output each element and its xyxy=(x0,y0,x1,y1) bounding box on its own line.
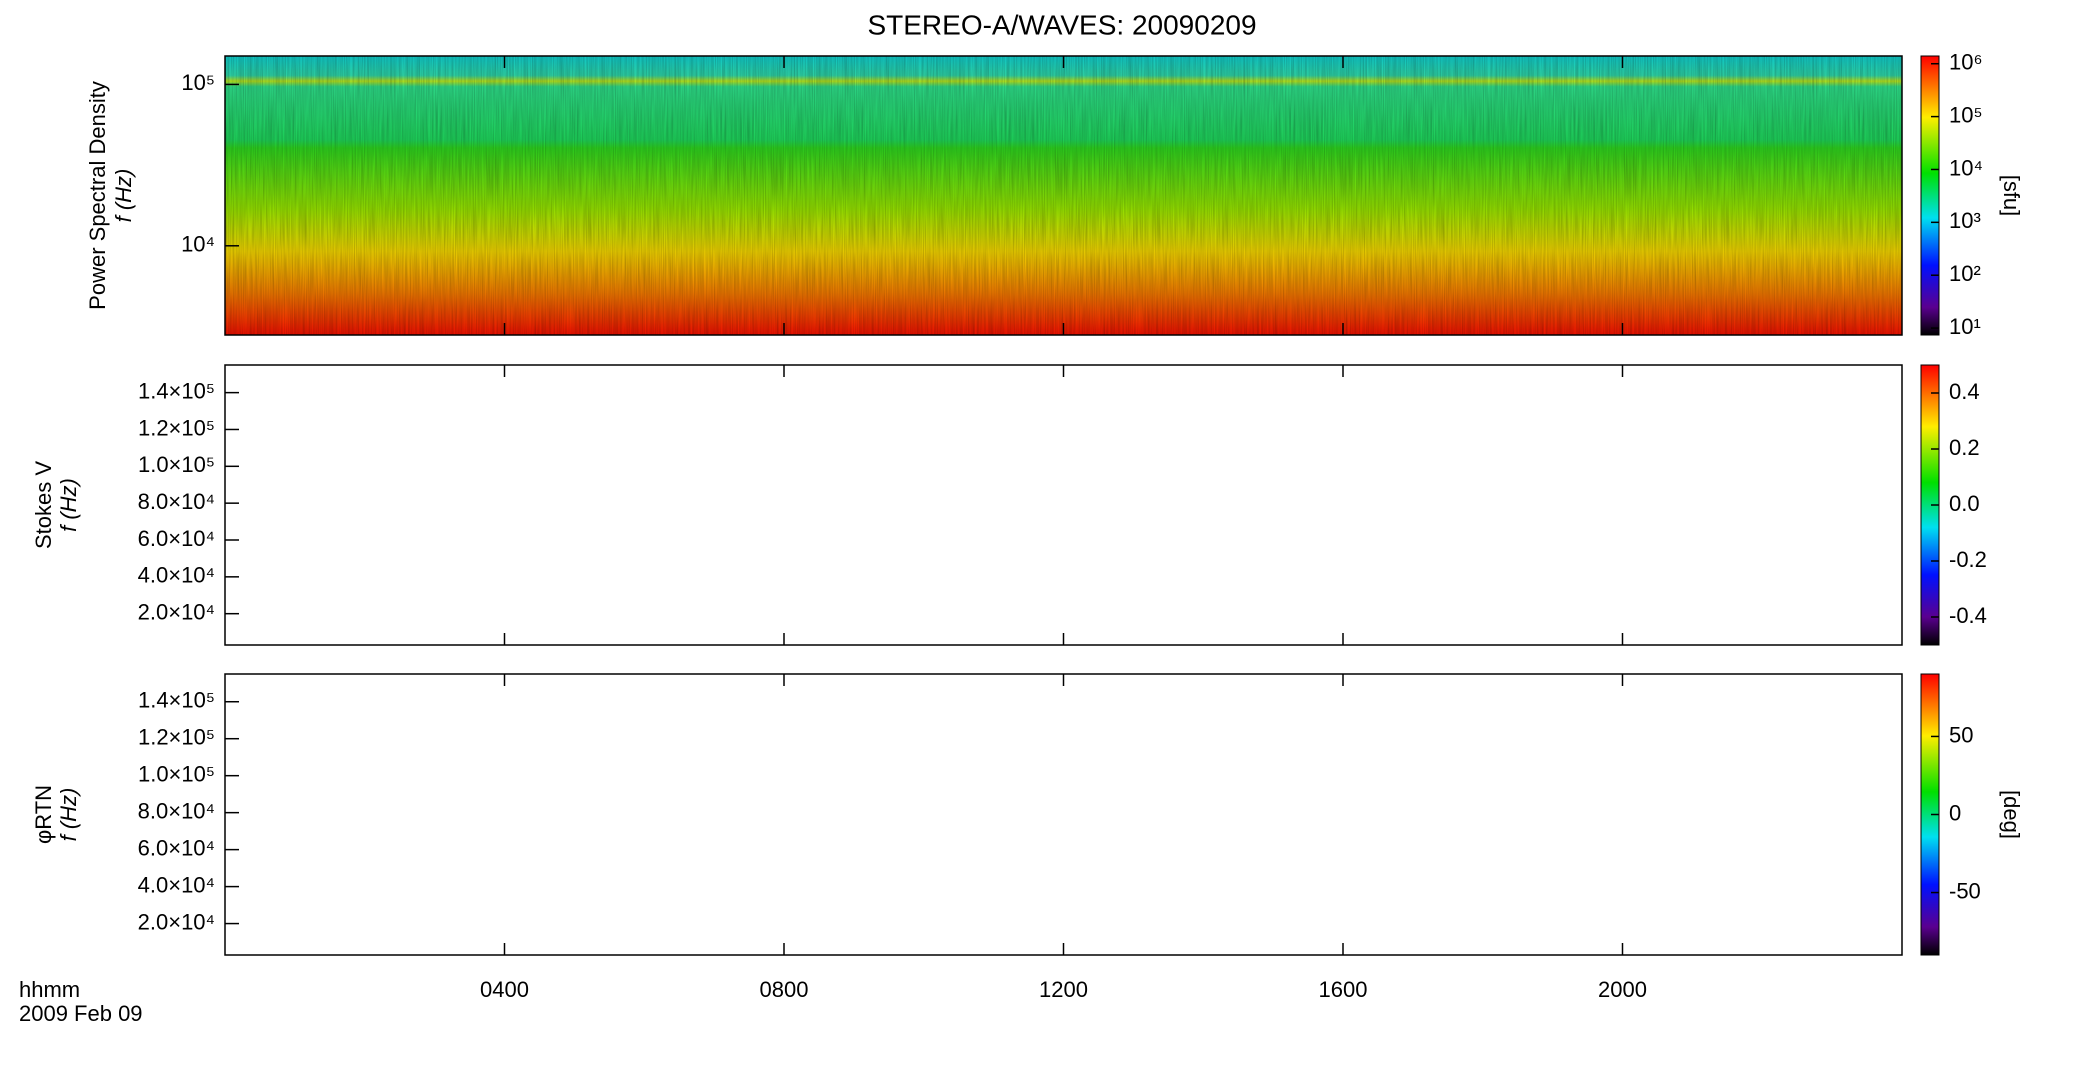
x-tick-label: 1200 xyxy=(1039,977,1088,1002)
colorbar-label: [deg] xyxy=(1999,790,2024,839)
date-label: 2009 Feb 09 xyxy=(19,1001,143,1026)
x-tick-label: 2000 xyxy=(1598,977,1647,1002)
y-tick-label: 10⁴ xyxy=(181,232,215,257)
plot-frame xyxy=(224,364,1903,646)
y-axis-label: Stokes V xyxy=(31,461,56,549)
y-tick-label: 1.2×10⁵ xyxy=(138,415,215,440)
colorbar-tick-label: 10³ xyxy=(1949,208,1981,233)
y-tick-label: 4.0×10⁴ xyxy=(138,563,215,588)
y-axis-unit: f (Hz) xyxy=(56,478,81,532)
colorbar-tick-label: 0.4 xyxy=(1949,379,1980,404)
colorbar-tick-label: -50 xyxy=(1949,878,1981,903)
x-tick-label: 0800 xyxy=(760,977,809,1002)
y-tick-label: 1.2×10⁵ xyxy=(138,725,215,750)
colorbar-tick-label: -0.4 xyxy=(1949,603,1987,628)
colorbar-tick-label: 0 xyxy=(1949,800,1961,825)
colorbar-tick-label: -0.2 xyxy=(1949,547,1987,572)
x-tick-label: 1600 xyxy=(1319,977,1368,1002)
chart-title: STEREO-A/WAVES: 20090209 xyxy=(867,9,1256,40)
colorbar-tick-label: 50 xyxy=(1949,722,1973,747)
y-tick-label: 6.0×10⁴ xyxy=(138,526,215,551)
colorbar-tick-label: 10⁶ xyxy=(1949,50,1983,75)
y-axis-unit: f (Hz) xyxy=(111,169,136,223)
plot-frame xyxy=(224,673,1903,956)
y-tick-label: 2.0×10⁴ xyxy=(138,909,215,934)
y-tick-label: 1.4×10⁵ xyxy=(138,688,215,713)
colorbar-tick-label: 0.2 xyxy=(1949,435,1980,460)
y-axis-label: Power Spectral Density xyxy=(85,81,110,310)
y-tick-label: 8.0×10⁴ xyxy=(138,489,215,514)
y-tick-label: 8.0×10⁴ xyxy=(138,798,215,823)
colorbar-label: [sfu] xyxy=(1999,175,2024,217)
y-tick-label: 10⁵ xyxy=(181,70,215,95)
y-tick-label: 2.0×10⁴ xyxy=(138,599,215,624)
y-tick-label: 4.0×10⁴ xyxy=(138,872,215,897)
x-tick-label: 0400 xyxy=(480,977,529,1002)
colorbar-tick-label: 10¹ xyxy=(1949,314,1981,339)
y-axis-label: φRTN xyxy=(31,785,56,844)
y-tick-label: 6.0×10⁴ xyxy=(138,835,215,860)
colorbar-tick-label: 10⁴ xyxy=(1949,155,1983,180)
y-tick-label: 1.0×10⁵ xyxy=(138,452,215,477)
y-tick-label: 1.0×10⁵ xyxy=(138,761,215,786)
colorbar-tick-label: 10⁵ xyxy=(1949,102,1983,127)
colorbar xyxy=(1920,55,1940,336)
y-axis-unit: f (Hz) xyxy=(56,788,81,842)
spectrogram-texture xyxy=(225,56,1902,335)
y-tick-label: 1.4×10⁵ xyxy=(138,378,215,403)
x-axis-label: hhmm xyxy=(19,977,80,1002)
colorbar-tick-label: 10² xyxy=(1949,261,1981,286)
colorbar-tick-label: 0.0 xyxy=(1949,491,1980,516)
